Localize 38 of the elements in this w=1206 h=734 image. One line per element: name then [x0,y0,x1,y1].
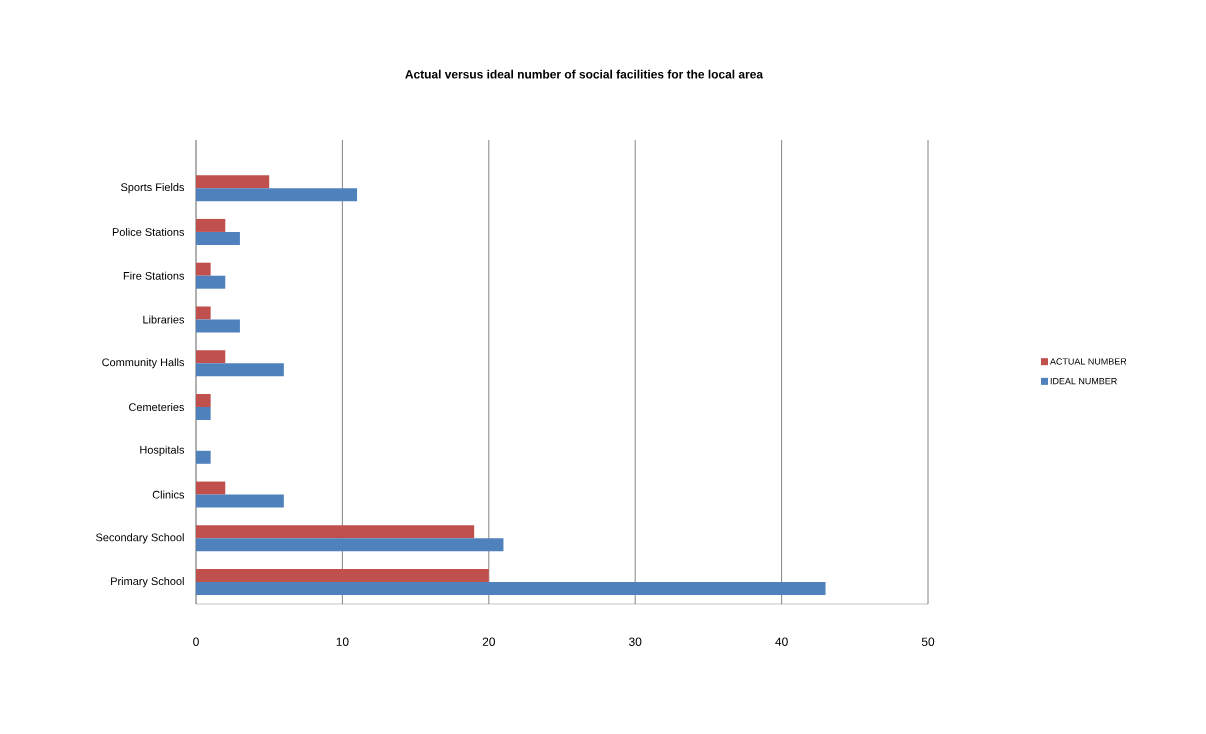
bar [196,538,504,552]
bar [196,175,270,189]
chart-title: Actual versus ideal number of social facilities for the local area [405,69,764,79]
y-tick-label: Cemeteries [129,403,185,412]
bar [196,394,211,408]
bar [196,262,211,276]
bar [196,350,226,364]
y-tick-label: Sports Fields [121,183,185,194]
bar [196,363,284,377]
legend-label: IDEAL NUMBER [1050,378,1117,385]
bar [196,582,826,596]
bar [196,306,211,320]
y-tick-label: Community Halls [102,358,185,369]
y-tick-label: Clinics [152,490,185,499]
x-tick-label: 40 [775,637,788,646]
x-tick-label: 0 [193,637,199,646]
bar [196,525,475,539]
bar [196,188,358,202]
x-tick-label: 50 [921,637,935,646]
legend-label: ACTUAL NUMBER [1050,358,1127,365]
bar [196,407,211,421]
x-tick-label: 10 [336,637,349,646]
x-tick-label: 30 [629,637,642,646]
bar [196,450,211,464]
y-tick-label: Secondary School [96,533,184,544]
bar [196,569,489,583]
y-tick-label: Hospitals [140,445,185,456]
bar [196,319,240,333]
x-tick-label: 20 [482,637,495,646]
bar [196,275,226,289]
y-tick-label: Primary School [111,577,184,588]
bar [196,218,226,232]
bar [196,231,240,245]
bar [196,494,284,508]
y-tick-label: Libraries [143,315,185,324]
bar [196,481,226,495]
y-tick-label: Police Stations [112,227,185,236]
y-tick-label: Fire Stations [123,271,185,280]
